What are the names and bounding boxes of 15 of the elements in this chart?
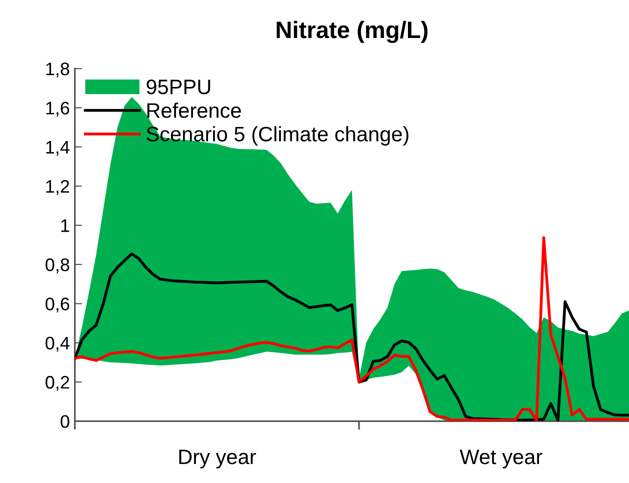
y-tick-label: 1,6	[46, 102, 70, 117]
y-tick-label: 1	[61, 219, 70, 232]
chart-title: Nitrate (mg/L)	[276, 20, 428, 44]
y-tick-label: 0,4	[46, 336, 70, 352]
y-tick-label: 1,8	[46, 62, 70, 78]
legend-label: 95PPU	[146, 80, 210, 94]
y-tick-label: 0	[60, 415, 70, 428]
y-tick-label: 1,2	[46, 180, 70, 195]
y-tick-label: 1,4	[46, 141, 70, 156]
x-tick-label: Wet year	[460, 450, 542, 468]
x-tick-label: Dry year	[179, 450, 256, 468]
legend-label: Reference	[147, 102, 241, 118]
y-tick-label: 0,8	[46, 258, 70, 274]
y-tick-label: 0,2	[46, 376, 70, 391]
y-tick-label: 0,6	[46, 298, 70, 312]
